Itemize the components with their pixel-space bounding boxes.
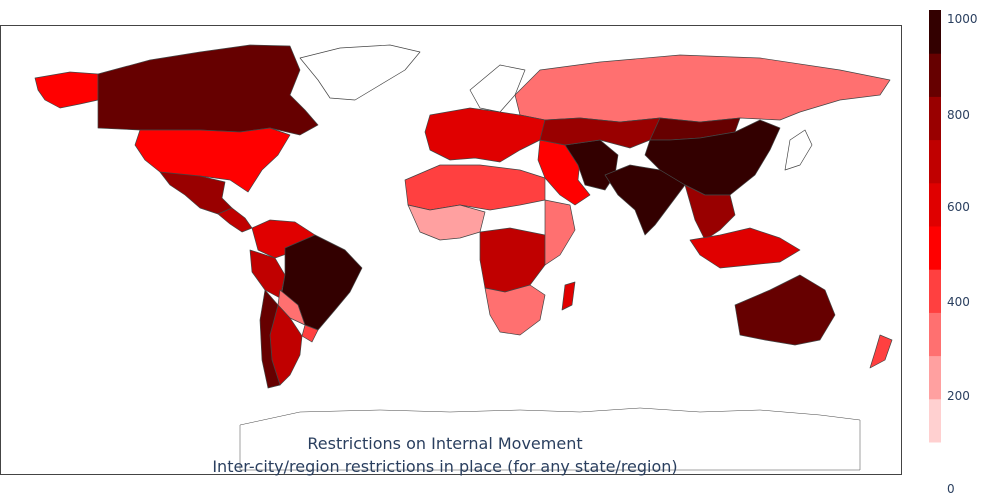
region-west-africa[interactable] bbox=[407, 204, 486, 241]
colorbar bbox=[929, 10, 941, 443]
colorbar-tick-1000: 1000 bbox=[947, 12, 978, 26]
map-title-line1: Restrictions on Internal Movement bbox=[307, 434, 583, 453]
region-bolivia-paraguay[interactable] bbox=[277, 289, 306, 326]
region-indonesia[interactable] bbox=[689, 227, 801, 269]
region-australia[interactable] bbox=[734, 274, 836, 346]
colorbar-tick-600: 600 bbox=[947, 200, 970, 214]
colorbar-step bbox=[929, 139, 941, 184]
region-madagascar[interactable] bbox=[561, 281, 576, 311]
region-japan[interactable] bbox=[784, 129, 813, 171]
region-india[interactable] bbox=[604, 164, 686, 236]
region-central-america[interactable] bbox=[217, 207, 253, 233]
region-russia[interactable] bbox=[514, 54, 891, 123]
colorbar-step bbox=[929, 312, 941, 357]
colorbar-tick-400: 400 bbox=[947, 295, 970, 309]
region-greenland[interactable] bbox=[299, 44, 421, 101]
region-north-africa[interactable] bbox=[404, 164, 546, 211]
region-central-asia[interactable] bbox=[539, 117, 661, 149]
colorbar-step bbox=[929, 53, 941, 97]
region-alaska[interactable] bbox=[34, 71, 99, 109]
region-southern-africa[interactable] bbox=[484, 284, 546, 336]
colorbar-tick-0: 0 bbox=[947, 482, 955, 496]
region-new-zealand[interactable] bbox=[869, 334, 893, 369]
region-western-europe[interactable] bbox=[424, 107, 546, 163]
colorbar-step bbox=[929, 96, 941, 141]
region-scandinavia[interactable] bbox=[469, 64, 526, 113]
colorbar-steps bbox=[929, 10, 941, 443]
map-title-line2: Inter-city/region restrictions in place … bbox=[212, 457, 678, 476]
region-canada[interactable] bbox=[97, 44, 319, 136]
colorbar-step bbox=[929, 182, 941, 227]
colorbar-tick-200: 200 bbox=[947, 389, 970, 403]
region-uruguay[interactable] bbox=[301, 324, 319, 343]
colorbar-step bbox=[929, 226, 941, 270]
region-chile[interactable] bbox=[259, 289, 281, 389]
region-antarctica[interactable] bbox=[239, 407, 861, 471]
region-central-africa[interactable] bbox=[479, 227, 546, 293]
region-east-africa[interactable] bbox=[544, 199, 576, 266]
colorbar-step bbox=[929, 398, 941, 443]
colorbar-step bbox=[929, 10, 941, 54]
colorbar-step bbox=[929, 269, 941, 313]
region-brazil[interactable] bbox=[281, 234, 363, 331]
colorbar-tick-800: 800 bbox=[947, 108, 970, 122]
region-southeast-asia[interactable] bbox=[684, 184, 736, 241]
colorbar-step bbox=[929, 355, 941, 400]
